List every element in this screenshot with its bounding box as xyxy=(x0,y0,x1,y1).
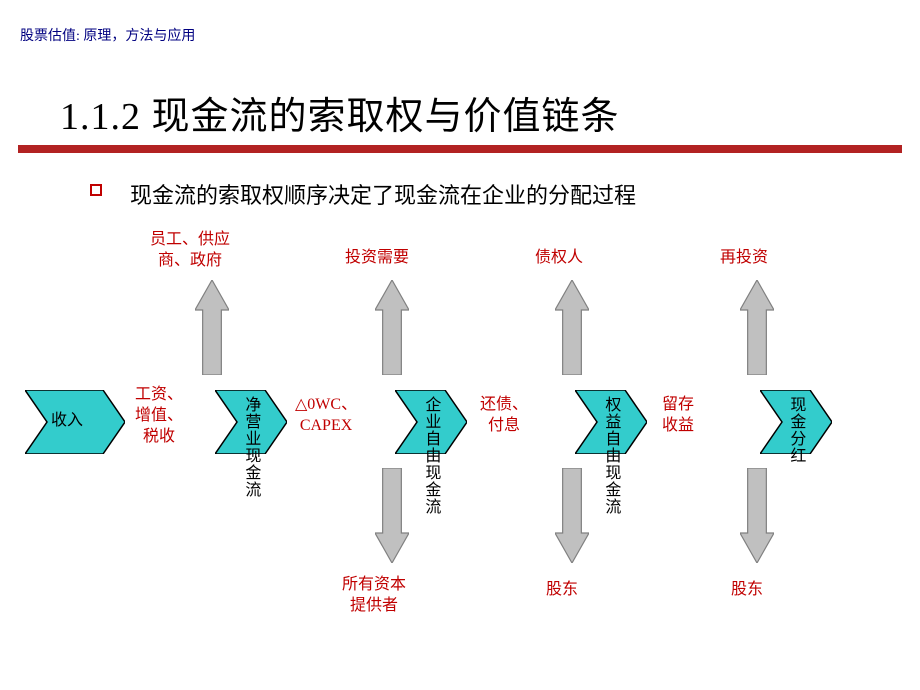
chevron-label-c5: 现金分红 xyxy=(786,396,804,464)
down-arrow-label: 所有资本 提供者 xyxy=(342,575,406,617)
down-arrow xyxy=(555,468,589,563)
between-label-3: 留存 收益 xyxy=(662,395,694,437)
up-arrow xyxy=(375,280,409,375)
bullet-text: 现金流的索取权顺序决定了现金流在企业的分配过程 xyxy=(130,178,636,210)
up-arrow xyxy=(195,280,229,375)
chevron-label-c3: 企业自由现金流 xyxy=(421,396,439,515)
chevron-label-c4: 权益自由现金流 xyxy=(601,396,619,515)
up-arrow-label: 员工、供应 商、政府 xyxy=(150,230,230,272)
chevron-label-c1: 收入 xyxy=(51,412,83,430)
up-arrow xyxy=(555,280,589,375)
between-label-0: 工资、 增值、 税收 xyxy=(135,385,183,447)
down-arrow-label: 股东 xyxy=(731,580,763,601)
bullet-icon xyxy=(90,184,102,196)
title-rule xyxy=(18,145,902,153)
down-arrow xyxy=(375,468,409,563)
up-arrow xyxy=(740,280,774,375)
between-label-1: △0WC、 CAPEX xyxy=(295,395,357,437)
up-arrow-label: 投资需要 xyxy=(345,248,409,269)
up-arrow-label: 债权人 xyxy=(535,248,583,269)
up-arrow-label: 再投资 xyxy=(720,248,768,269)
chevron-label-c2: 净营业现金流 xyxy=(241,396,259,498)
page-title: 1.1.2 现金流的索取权与价值链条 xyxy=(60,85,620,140)
header-label: 股票估值: 原理，方法与应用 xyxy=(20,25,195,45)
down-arrow-label: 股东 xyxy=(546,580,578,601)
between-label-2: 还债、 付息 xyxy=(480,395,528,437)
down-arrow xyxy=(740,468,774,563)
